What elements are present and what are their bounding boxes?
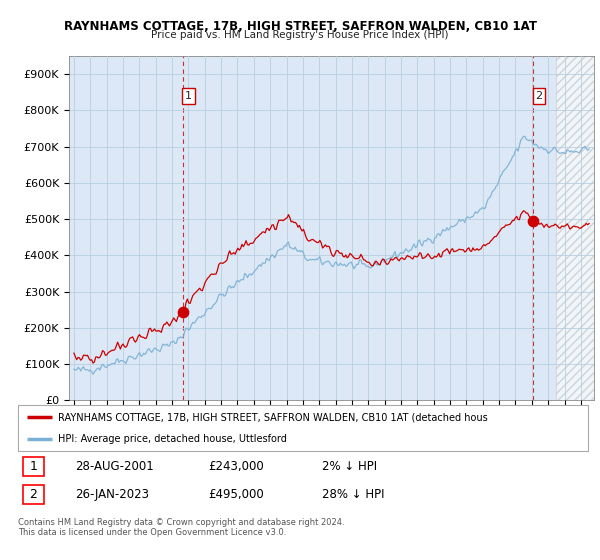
- Text: RAYNHAMS COTTAGE, 17B, HIGH STREET, SAFFRON WALDEN, CB10 1AT (detached hous: RAYNHAMS COTTAGE, 17B, HIGH STREET, SAFF…: [58, 412, 488, 422]
- Text: 1: 1: [185, 91, 192, 101]
- Text: £495,000: £495,000: [208, 488, 264, 501]
- Point: [528, 217, 538, 226]
- Text: Contains HM Land Registry data © Crown copyright and database right 2024.
This d: Contains HM Land Registry data © Crown c…: [18, 518, 344, 538]
- Text: 2% ↓ HPI: 2% ↓ HPI: [322, 460, 377, 473]
- Point: [178, 308, 187, 317]
- Text: 2: 2: [29, 488, 37, 501]
- Text: £243,000: £243,000: [208, 460, 264, 473]
- Text: 28% ↓ HPI: 28% ↓ HPI: [322, 488, 385, 501]
- Text: HPI: Average price, detached house, Uttlesford: HPI: Average price, detached house, Uttl…: [58, 435, 287, 444]
- Text: 2: 2: [535, 91, 542, 101]
- Text: Price paid vs. HM Land Registry's House Price Index (HPI): Price paid vs. HM Land Registry's House …: [151, 30, 449, 40]
- Text: 28-AUG-2001: 28-AUG-2001: [75, 460, 154, 473]
- Bar: [23, 457, 44, 476]
- Bar: [23, 485, 44, 503]
- Text: RAYNHAMS COTTAGE, 17B, HIGH STREET, SAFFRON WALDEN, CB10 1AT: RAYNHAMS COTTAGE, 17B, HIGH STREET, SAFF…: [64, 20, 536, 32]
- Text: 1: 1: [29, 460, 37, 473]
- Text: 26-JAN-2023: 26-JAN-2023: [75, 488, 149, 501]
